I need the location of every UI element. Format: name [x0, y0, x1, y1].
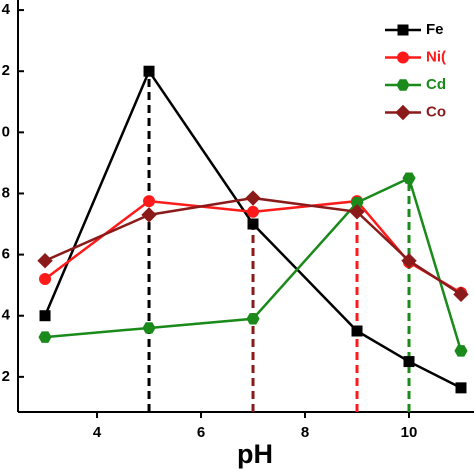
marker: [141, 207, 157, 223]
marker: [142, 322, 156, 334]
y-tick-label: 0: [2, 123, 10, 140]
series-line: [44, 176, 463, 352]
marker: [245, 190, 261, 206]
marker: [395, 104, 411, 121]
marker: [39, 310, 51, 322]
marker: [351, 325, 363, 337]
marker: [454, 345, 468, 357]
marker: [349, 204, 365, 220]
y-tick-label: 4: [2, 1, 11, 18]
marker: [38, 331, 52, 343]
marker: [396, 79, 410, 91]
y-tick-label: 2: [2, 368, 10, 385]
legend-label: Ni(: [426, 48, 446, 65]
legend-label: Cd: [426, 76, 446, 93]
marker: [143, 195, 156, 208]
marker: [397, 51, 409, 64]
marker: [143, 65, 155, 77]
marker: [247, 205, 260, 218]
y-tick-label: 2: [2, 62, 10, 79]
y-tick-label: 8: [2, 184, 10, 201]
marker: [402, 172, 416, 184]
legend-label: Co: [426, 103, 446, 120]
marker: [37, 253, 53, 269]
x-tick-label: 4: [93, 424, 102, 441]
marker: [453, 286, 469, 303]
marker: [403, 356, 415, 368]
marker: [247, 218, 259, 230]
marker: [397, 24, 409, 36]
series-line: [43, 68, 462, 389]
x-tick-label: 8: [301, 424, 309, 441]
series-line: [44, 196, 462, 296]
marker: [39, 273, 52, 286]
x-axis-label: pH: [237, 439, 273, 469]
marker: [246, 313, 260, 325]
marker: [401, 253, 417, 269]
legend-label: Fe: [426, 21, 444, 38]
y-tick-label: 6: [2, 246, 10, 263]
x-tick-label: 6: [197, 424, 205, 441]
marker: [455, 382, 467, 394]
y-tick-label: 4: [2, 307, 11, 324]
x-tick-label: 10: [401, 424, 418, 441]
